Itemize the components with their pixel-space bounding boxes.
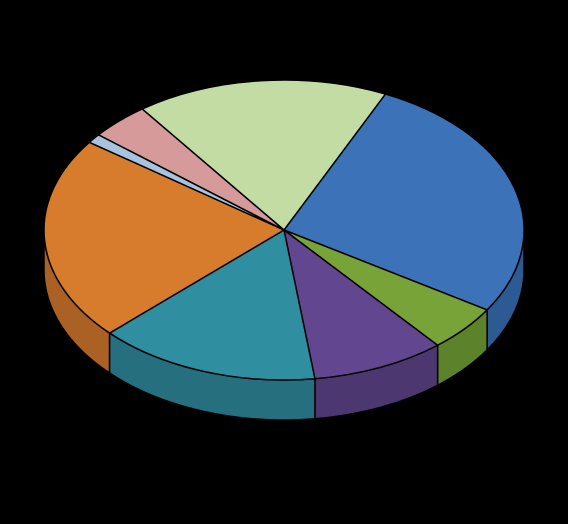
pie-top: [44, 80, 524, 380]
pie-chart-3d: [0, 0, 568, 524]
